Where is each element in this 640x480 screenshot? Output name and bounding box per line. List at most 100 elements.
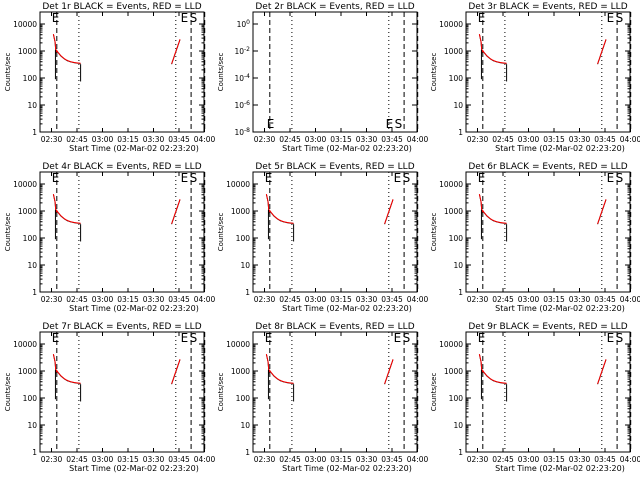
- x-axis-label: Start Time (02-Mar-02 02:23:20): [69, 464, 199, 473]
- y-tick-label: 10: [27, 261, 37, 270]
- y-tick-label: 100: [449, 394, 464, 403]
- lld-series-line: [265, 193, 294, 224]
- chart-title: Det 4r BLACK = Events, RED = LLD: [42, 162, 201, 172]
- lld-series-line: [597, 359, 607, 385]
- x-tick-label: 03:00: [305, 455, 327, 464]
- x-tick-label: 03:00: [92, 135, 114, 144]
- x-axis-label: Start Time (02-Mar-02 02:23:20): [282, 304, 412, 313]
- y-tick-label: 1: [32, 448, 37, 457]
- x-tick-label: 02:30: [254, 455, 276, 464]
- y-tick-label: 10000: [439, 180, 463, 189]
- x-axis-label: Start Time (02-Mar-02 02:23:20): [282, 144, 412, 153]
- lld-series-line: [52, 33, 81, 64]
- event-marker-e: E: [386, 117, 394, 131]
- x-tick-label: 03:00: [92, 455, 114, 464]
- y-tick-label: 10000: [226, 340, 250, 349]
- y-tick-label: 1: [245, 448, 250, 457]
- x-tick-label: 02:45: [279, 295, 301, 304]
- x-tick-label: 04:00: [194, 455, 216, 464]
- x-tick-label: 02:45: [66, 295, 88, 304]
- y-tick-label: 1: [32, 128, 37, 137]
- event-marker-s: S: [403, 171, 411, 185]
- event-marker-s: S: [616, 331, 624, 345]
- y-axis-label: Counts/sec: [4, 53, 12, 92]
- events-series-line: [52, 194, 81, 224]
- y-tick-label: 10: [453, 261, 463, 270]
- x-tick-label: 03:30: [569, 135, 591, 144]
- x-tick-label: 02:30: [467, 295, 489, 304]
- x-tick-label: 02:30: [41, 135, 63, 144]
- chart-panel: Det 3r BLACK = Events, RED = LLD 02:30 02:…: [430, 2, 640, 153]
- x-tick-label: 03:00: [518, 135, 540, 144]
- plot-frame: [252, 11, 418, 133]
- y-axis-label: Counts/sec: [430, 53, 438, 92]
- y-axis-label: Counts/sec: [430, 213, 438, 252]
- event-marker-e: E: [478, 331, 486, 345]
- y-axis-label: Counts/sec: [217, 373, 225, 412]
- x-tick-label: 03:30: [569, 295, 591, 304]
- x-tick-label: 03:45: [381, 135, 403, 144]
- x-tick-label: 04:00: [194, 295, 216, 304]
- chart-panel: Det 4r BLACK = Events, RED = LLD 02:30 02:…: [4, 162, 216, 313]
- x-tick-label: 03:15: [330, 455, 352, 464]
- lld-series-line: [384, 359, 394, 385]
- y-tick-label: 100: [236, 394, 251, 403]
- y-tick-label: 1000: [18, 367, 37, 376]
- plot-frame: [39, 171, 205, 293]
- chart-panel: Det 1r BLACK = Events, RED = LLD 02:30 02:…: [4, 2, 216, 153]
- x-tick-label: 03:45: [168, 135, 190, 144]
- y-tick-label: 1: [458, 288, 463, 297]
- event-marker-e: E: [607, 171, 615, 185]
- y-tick-label: 10000: [226, 180, 250, 189]
- event-marker-s: S: [190, 331, 198, 345]
- x-tick-label: 03:30: [356, 135, 378, 144]
- x-tick-label: 03:45: [381, 455, 403, 464]
- event-marker-e: E: [394, 331, 402, 345]
- x-tick-label: 03:45: [594, 295, 616, 304]
- y-tick-label: 100: [449, 234, 464, 243]
- x-tick-label: 03:00: [305, 135, 327, 144]
- plot-frame: [39, 11, 205, 133]
- event-marker-e: E: [607, 331, 615, 345]
- chart-title: Det 2r BLACK = Events, RED = LLD: [255, 2, 414, 12]
- x-tick-label: 02:30: [254, 295, 276, 304]
- y-axis-label: Counts/sec: [217, 213, 225, 252]
- lld-series-line: [171, 39, 181, 65]
- y-tick-label: 10: [27, 421, 37, 430]
- x-tick-label: 04:00: [407, 455, 429, 464]
- chart-title: Det 9r BLACK = Events, RED = LLD: [468, 322, 627, 332]
- lld-series-line: [478, 33, 507, 64]
- x-tick-label: 02:45: [279, 455, 301, 464]
- y-axis-label: Counts/sec: [4, 213, 12, 252]
- y-tick-label: 100: [23, 74, 38, 83]
- x-tick-label: 03:45: [168, 295, 190, 304]
- x-axis-label: Start Time (02-Mar-02 02:23:20): [282, 464, 412, 473]
- x-tick-label: 03:15: [330, 295, 352, 304]
- y-tick-label: 1000: [231, 367, 250, 376]
- x-tick-label: 04:00: [620, 135, 640, 144]
- lld-series-line: [171, 199, 181, 225]
- y-axis-label: Counts/sec: [4, 373, 12, 412]
- x-tick-label: 02:45: [492, 135, 514, 144]
- chart-panel: Det 8r BLACK = Events, RED = LLD 02:30 02:…: [217, 322, 429, 473]
- y-tick-label: 1000: [18, 207, 37, 216]
- chart-title: Det 6r BLACK = Events, RED = LLD: [468, 162, 627, 172]
- chart-title: Det 3r BLACK = Events, RED = LLD: [468, 2, 627, 12]
- chart-title: Det 1r BLACK = Events, RED = LLD: [42, 2, 201, 12]
- x-tick-label: 03:45: [381, 295, 403, 304]
- events-series-line: [478, 34, 507, 64]
- lld-series-line: [597, 39, 607, 65]
- x-tick-label: 02:30: [467, 135, 489, 144]
- y-tick-label: 10: [240, 261, 250, 270]
- y-tick-label: 100: [236, 234, 251, 243]
- chart-panel: Det 5r BLACK = Events, RED = LLD 02:30 02:…: [217, 162, 429, 313]
- x-tick-label: 03:45: [594, 135, 616, 144]
- event-marker-e: E: [181, 331, 189, 345]
- y-tick-label: 10: [27, 101, 37, 110]
- x-tick-label: 02:45: [492, 455, 514, 464]
- x-tick-label: 03:30: [143, 295, 165, 304]
- x-tick-label: 03:30: [143, 135, 165, 144]
- event-marker-e: E: [267, 117, 275, 131]
- plot-frame: [465, 331, 631, 453]
